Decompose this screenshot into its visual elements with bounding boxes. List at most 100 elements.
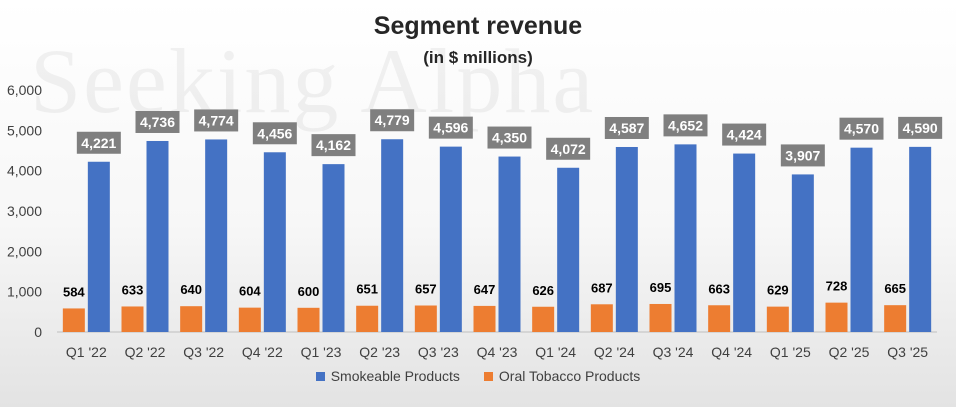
bar-smokeable — [498, 156, 521, 332]
data-label-box-smokeable — [604, 116, 649, 139]
data-label-smokeable: 4,587 — [609, 120, 644, 136]
data-label-oral-tobacco: 629 — [767, 283, 789, 298]
data-label-oral-tobacco: 584 — [63, 284, 85, 299]
x-tick-label: Q1 '23 — [301, 344, 342, 360]
bar-smokeable — [615, 146, 638, 332]
x-tick-label: Q3 '23 — [418, 344, 459, 360]
legend: Smokeable Products Oral Tobacco Products — [0, 368, 956, 384]
data-label-box-smokeable — [722, 123, 767, 146]
y-tick-label: 0 — [34, 324, 42, 340]
bar-oral-tobacco — [825, 302, 848, 332]
bar-smokeable — [205, 139, 228, 332]
x-tick-label: Q3 '25 — [887, 344, 928, 360]
bar-smokeable — [439, 146, 462, 332]
bar-smokeable — [263, 152, 286, 332]
data-label-smokeable: 4,652 — [668, 117, 703, 133]
y-tick-label: 2,000 — [7, 243, 42, 259]
x-tick-label: Q1 '24 — [535, 344, 576, 360]
x-tick-label: Q3 '22 — [183, 344, 224, 360]
bar-oral-tobacco — [356, 305, 379, 332]
bar-oral-tobacco — [649, 303, 672, 332]
data-label-box-smokeable — [546, 137, 591, 160]
bar-oral-tobacco — [532, 306, 555, 332]
bar-smokeable — [146, 140, 169, 332]
x-tick-label: Q1 '25 — [770, 344, 811, 360]
bar-oral-tobacco — [708, 305, 731, 332]
x-tick-label: Q2 '23 — [359, 344, 400, 360]
data-label-box-smokeable — [780, 144, 825, 167]
legend-label-oral: Oral Tobacco Products — [498, 368, 641, 384]
data-label-box-smokeable — [839, 117, 884, 140]
bar-oral-tobacco — [62, 308, 85, 332]
legend-swatch-oral — [483, 371, 493, 381]
bar-oral-tobacco — [766, 306, 789, 332]
y-tick-label: 1,000 — [7, 284, 42, 300]
data-label-oral-tobacco: 604 — [239, 284, 261, 299]
data-label-smokeable: 4,162 — [316, 137, 351, 153]
data-label-box-smokeable — [428, 116, 473, 139]
bar-oral-tobacco — [297, 307, 320, 332]
data-label-smokeable: 4,221 — [81, 135, 116, 151]
data-label-box-smokeable — [370, 109, 415, 132]
data-label-oral-tobacco: 600 — [298, 284, 320, 299]
bar-smokeable — [557, 167, 580, 332]
legend-item-smokeable: Smokeable Products — [315, 368, 460, 384]
x-tick-label: Q3 '24 — [653, 344, 694, 360]
data-label-box-smokeable — [898, 116, 943, 139]
bar-smokeable — [322, 164, 345, 332]
y-tick-label: 5,000 — [7, 122, 42, 138]
data-label-oral-tobacco: 665 — [884, 281, 906, 296]
watermark: Seeking Alpha — [30, 30, 596, 132]
data-label-smokeable: 4,596 — [433, 120, 468, 136]
bar-smokeable — [791, 174, 814, 332]
x-tick-label: Q4 '23 — [477, 344, 518, 360]
x-tick-label: Q2 '22 — [125, 344, 166, 360]
data-label-oral-tobacco: 633 — [122, 282, 144, 297]
x-tick-label: Q1 '22 — [66, 344, 107, 360]
data-label-smokeable: 4,736 — [140, 114, 175, 130]
data-label-smokeable: 3,907 — [785, 147, 820, 163]
data-label-box-smokeable — [487, 126, 532, 149]
bar-oral-tobacco — [590, 304, 613, 332]
data-label-oral-tobacco: 651 — [356, 282, 378, 297]
bar-oral-tobacco — [473, 305, 496, 332]
bar-oral-tobacco — [121, 306, 144, 332]
legend-swatch-smokeable — [315, 371, 325, 381]
bar-oral-tobacco — [884, 305, 907, 332]
data-label-smokeable: 4,456 — [257, 125, 292, 141]
bar-oral-tobacco — [238, 307, 261, 332]
data-label-box-smokeable — [311, 134, 356, 157]
bar-oral-tobacco — [414, 305, 437, 332]
data-label-box-smokeable — [76, 131, 121, 154]
chart-title: Segment revenue — [373, 12, 583, 40]
bar-smokeable — [381, 139, 404, 332]
y-tick-label: 3,000 — [7, 203, 42, 219]
x-tick-label: Q2 '25 — [829, 344, 870, 360]
data-label-oral-tobacco: 695 — [650, 280, 672, 295]
data-label-box-smokeable — [252, 122, 297, 145]
data-label-smokeable: 4,779 — [375, 112, 410, 128]
y-tick-label: 4,000 — [7, 163, 42, 179]
data-label-oral-tobacco: 728 — [826, 279, 848, 294]
legend-item-oral: Oral Tobacco Products — [483, 368, 641, 384]
x-tick-label: Q4 '22 — [242, 344, 283, 360]
data-label-box-smokeable — [663, 114, 708, 137]
data-label-oral-tobacco: 687 — [591, 280, 613, 295]
x-tick-label: Q4 '24 — [711, 344, 752, 360]
data-label-oral-tobacco: 657 — [415, 282, 437, 297]
data-label-smokeable: 4,350 — [492, 130, 527, 146]
y-tick-label: 6,000 — [7, 82, 42, 98]
bar-smokeable — [850, 147, 873, 332]
data-label-box-smokeable — [135, 110, 180, 133]
bar-smokeable — [909, 146, 932, 332]
bar-smokeable — [733, 153, 756, 332]
bar-oral-tobacco — [180, 306, 203, 332]
data-label-oral-tobacco: 663 — [708, 281, 730, 296]
data-label-smokeable: 4,774 — [199, 112, 234, 128]
data-label-smokeable: 4,570 — [844, 121, 879, 137]
data-label-smokeable: 4,590 — [903, 120, 938, 136]
data-label-oral-tobacco: 626 — [532, 283, 554, 298]
data-label-box-smokeable — [194, 109, 239, 132]
